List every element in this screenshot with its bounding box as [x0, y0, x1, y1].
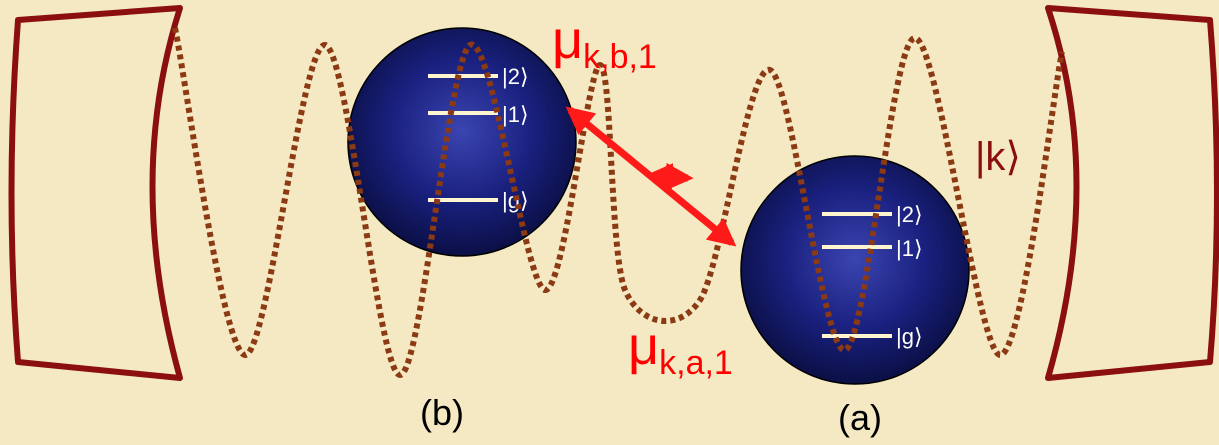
mu-a-label: μk,a,1: [628, 316, 733, 382]
atom-b-level-1-label: |1⟩: [502, 102, 529, 127]
atom-b-sphere: [347, 27, 577, 257]
atom-a-level-g-label: |g⟩: [896, 324, 923, 349]
coupling-arrow: [565, 106, 737, 247]
right-mirror: [1045, 5, 1219, 381]
atom-a-level-2-label: |2⟩: [896, 202, 923, 227]
mu-b-label: μk,b,1: [552, 10, 657, 76]
atom-a-sphere: [740, 155, 970, 385]
cavity-mode-wave: [172, 27, 1065, 379]
atom-a-level-1-label: |1⟩: [896, 236, 923, 261]
mu-a-subscript: k,a,1: [659, 344, 733, 382]
left-mirror: [8, 5, 183, 381]
atom-b-level-2-label: |2⟩: [502, 64, 529, 89]
mu-b-subscript: k,b,1: [583, 38, 657, 76]
mu-b-symbol: μ: [552, 10, 583, 70]
atom-a: |2⟩ |1⟩ |g⟩: [740, 155, 970, 385]
atom-a-caption: (a): [838, 397, 882, 438]
atom-b: |2⟩ |1⟩ |g⟩: [347, 27, 577, 257]
mu-a-symbol: μ: [628, 316, 659, 376]
atom-b-caption: (b): [420, 392, 464, 433]
cavity-mode-ket: |k⟩: [975, 135, 1021, 179]
